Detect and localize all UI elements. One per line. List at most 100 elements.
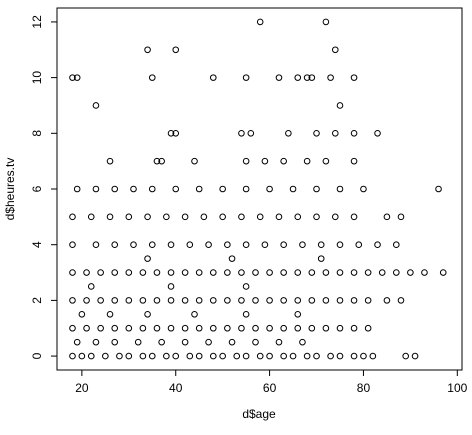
point <box>280 324 287 332</box>
point <box>374 130 381 137</box>
point <box>289 185 297 193</box>
point <box>383 213 391 221</box>
point <box>303 352 311 360</box>
point <box>134 338 142 346</box>
point <box>308 269 316 276</box>
point <box>111 338 119 346</box>
point <box>308 324 316 332</box>
point <box>111 185 119 193</box>
point <box>209 297 217 304</box>
point <box>238 297 245 304</box>
point <box>209 74 217 81</box>
point <box>350 130 358 137</box>
point <box>111 297 119 304</box>
point <box>69 297 76 304</box>
point <box>280 352 287 360</box>
point <box>111 269 119 276</box>
point <box>195 269 203 276</box>
point <box>336 241 344 248</box>
point <box>421 269 428 276</box>
y-tick-label: 4 <box>30 241 44 248</box>
point <box>69 74 76 81</box>
point <box>130 241 137 248</box>
y-tick-label: 6 <box>30 185 44 192</box>
point <box>350 74 358 81</box>
point <box>106 213 114 221</box>
point <box>228 255 236 262</box>
point <box>322 297 330 304</box>
point <box>336 102 344 109</box>
point <box>294 269 302 276</box>
point <box>153 324 161 332</box>
point <box>92 102 100 109</box>
point <box>313 130 320 137</box>
point <box>130 185 137 193</box>
point <box>73 74 81 81</box>
point <box>317 255 325 262</box>
point <box>191 157 198 165</box>
y-tick-label: 0 <box>30 352 44 359</box>
x-tick-label: 80 <box>357 381 371 395</box>
point <box>275 213 283 221</box>
point <box>78 352 86 360</box>
point <box>238 269 245 276</box>
point <box>148 241 156 248</box>
point <box>256 213 264 221</box>
point <box>350 213 358 221</box>
y-tick-label: 10 <box>30 71 44 85</box>
point <box>125 352 133 360</box>
point <box>69 352 76 360</box>
point <box>256 18 264 26</box>
point <box>139 352 147 360</box>
point <box>181 324 189 332</box>
point <box>336 185 344 193</box>
point <box>228 338 236 346</box>
point <box>350 352 358 360</box>
point <box>73 338 81 346</box>
point <box>148 352 156 360</box>
point <box>111 324 119 332</box>
point <box>322 157 330 165</box>
point <box>266 185 273 193</box>
y-axis-label: d$heures.tv <box>3 158 17 221</box>
point <box>209 324 217 332</box>
point <box>224 324 231 332</box>
point <box>280 241 287 248</box>
point <box>116 352 123 360</box>
point <box>144 255 151 262</box>
point <box>148 185 156 193</box>
point <box>205 241 212 248</box>
point <box>87 283 95 290</box>
point <box>308 297 316 304</box>
point <box>181 338 189 346</box>
point <box>275 74 283 81</box>
point <box>238 213 245 221</box>
point <box>360 352 367 360</box>
point <box>153 157 161 165</box>
point <box>97 297 104 304</box>
point <box>280 269 287 276</box>
point <box>242 241 250 248</box>
point <box>186 241 194 248</box>
point <box>294 213 302 221</box>
point <box>336 324 344 332</box>
point <box>313 185 320 193</box>
point <box>200 213 208 221</box>
point <box>139 269 147 276</box>
point <box>336 269 344 276</box>
point <box>219 185 226 193</box>
point <box>256 352 264 360</box>
point <box>87 213 95 221</box>
point <box>158 157 165 165</box>
point <box>280 157 287 165</box>
point <box>285 130 292 137</box>
point <box>83 324 90 332</box>
point <box>252 297 259 304</box>
point <box>350 297 358 304</box>
point <box>392 269 400 276</box>
point <box>125 269 133 276</box>
point <box>186 352 194 360</box>
point <box>374 241 381 248</box>
point <box>167 297 175 304</box>
point <box>181 213 189 221</box>
